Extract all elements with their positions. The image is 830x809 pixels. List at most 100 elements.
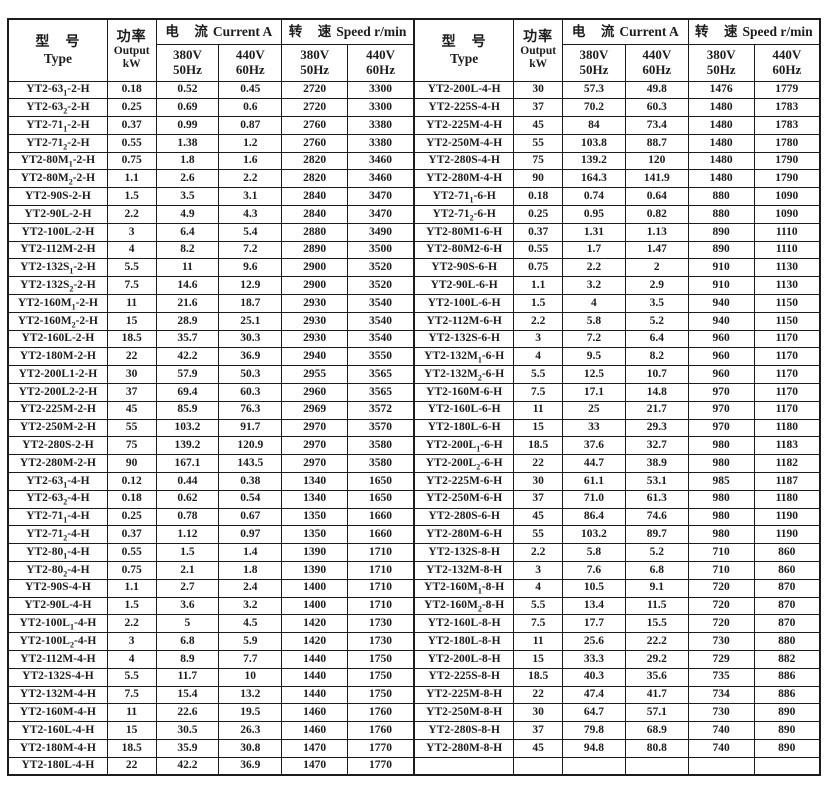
type-cell: YT2-631-2-H <box>7 80 108 100</box>
speed-380v-cell: 740 <box>687 721 755 740</box>
speed-440v-cell: 1779 <box>753 80 821 100</box>
speed-380v-cell: 1470 <box>281 756 349 776</box>
current-440v-cell: 11.5 <box>624 596 689 616</box>
table-header: 型 号 Type 功率 Output kW 电 流 Current A 转 速 Sp… <box>7 18 414 82</box>
table-header: 型 号 Type 功率 Output kW 电 流 Current A 转 速 Sp… <box>413 18 821 82</box>
output-kw-cell: 15 <box>513 418 563 438</box>
spec-row: YT2-200L2-2-H 37 69.4 60.3 2960 3565 <box>7 383 414 402</box>
type-cell: YT2-711-2-H <box>7 116 108 135</box>
output-kw-cell: 4 <box>513 347 563 367</box>
speed-440v-cell: 3520 <box>347 258 414 278</box>
current-440v-cell: 120.9 <box>218 436 283 456</box>
speed-440v-cell: 3470 <box>347 187 414 207</box>
speed-380v-cell: 1400 <box>281 596 349 616</box>
current-440v-cell: 2.9 <box>624 276 689 296</box>
output-kw-cell: 3 <box>513 329 563 349</box>
current-380v-cell: 3.5 <box>155 187 220 207</box>
spec-row: YT2-90L-4-H 1.5 3.6 3.2 1400 1710 <box>7 596 414 616</box>
output-kw-cell: 5.5 <box>513 596 563 616</box>
current-label-zh: 电 流 <box>571 24 616 40</box>
speed-440v-cell: 3380 <box>347 133 414 153</box>
type-cell: YT2-225M-6-H <box>413 472 515 491</box>
output-kw-cell: 0.37 <box>513 222 563 242</box>
speed-440v-cell: 1783 <box>753 116 821 135</box>
speed-440v-cell: 1182 <box>753 454 821 474</box>
current-440v-cell: 0.87 <box>218 116 283 135</box>
speed-380v-cell: 720 <box>687 596 755 616</box>
type-cell: YT2-100L-6-H <box>413 294 515 313</box>
spec-row: YT2-250M-6-H 37 71.0 61.3 980 1180 <box>413 489 821 509</box>
speed-440v-cell: 3550 <box>347 347 414 367</box>
spec-row: YT2-280S-2-H 75 139.2 120.9 2970 3580 <box>7 436 414 456</box>
speed-380v-cell: 985 <box>687 472 755 491</box>
output-kw-cell: 3 <box>106 222 157 242</box>
spec-row: YT2-90L-2-H 2.2 4.9 4.3 2840 3470 <box>7 205 414 224</box>
type-column-header: 型 号 Type <box>413 18 515 82</box>
output-kw-cell: 22 <box>106 756 157 776</box>
speed-440v-cell: 1730 <box>347 632 414 651</box>
spec-row: YT2-180L-6-H 15 33 29.3 970 1180 <box>413 418 821 438</box>
spec-row: YT2-250M-4-H 55 103.8 88.7 1480 1780 <box>413 133 821 153</box>
output-kw-cell: 5.5 <box>106 667 157 687</box>
current-440v-cell: 73.4 <box>624 116 689 135</box>
type-cell: YT2-160L-6-H <box>413 400 515 420</box>
speed-380v-cell: 1470 <box>281 738 349 758</box>
freq-50-label: 50Hz <box>706 61 736 77</box>
output-kw-cell: 45 <box>513 738 563 758</box>
current-380v-cell: 8.9 <box>155 650 220 669</box>
type-cell: YT2-200L1-6-H <box>413 436 515 456</box>
current-440v-cell: 9.1 <box>624 578 689 598</box>
type-cell: YT2-90L-4-H <box>7 596 108 616</box>
type-cell: YT2-280M-2-H <box>7 454 108 474</box>
speed-380v-cell: 1390 <box>281 543 349 563</box>
output-kw-cell: 18.5 <box>513 667 563 687</box>
current-380v-cell: 5 <box>155 614 220 634</box>
speed-440v-cell: 1750 <box>347 667 414 687</box>
power-unit-label: kW <box>529 58 548 71</box>
type-cell: YT2-180L-4-H <box>7 756 108 776</box>
type-cell: YT2-280M-8-H <box>413 738 515 758</box>
current-380v-cell: 0.62 <box>155 489 220 509</box>
motor-table-right: 型 号 Type 功率 Output kW 电 流 Current A 转 速 Sp… <box>413 18 821 777</box>
current-440v-cell: 3.1 <box>218 187 283 207</box>
current-440v-cell: 5.9 <box>218 632 283 651</box>
current-440v-cell: 25.1 <box>218 311 283 331</box>
current-440v-cell: 61.3 <box>624 489 689 509</box>
type-cell: YT2-280M-4-H <box>413 169 515 189</box>
current-380v-cell: 13.4 <box>562 596 626 616</box>
type-cell: YT2-132S2-2-H <box>7 276 108 296</box>
spec-row: YT2-200L-8-H 15 33.3 29.2 729 882 <box>413 650 821 669</box>
speed-440v-cell: 3460 <box>347 151 414 171</box>
speed-380v-cell: 729 <box>687 650 755 669</box>
spec-row: YT2-225S-4-H 37 70.2 60.3 1480 1783 <box>413 98 821 118</box>
output-kw-cell: 90 <box>106 454 157 474</box>
current-380v-cell: 139.2 <box>562 151 626 171</box>
current-380v-cell: 61.1 <box>562 472 626 491</box>
speed-380v-cell: 970 <box>687 383 755 402</box>
output-kw-cell: 0.25 <box>513 205 563 224</box>
output-kw-cell: 1.1 <box>106 578 157 598</box>
current-440v-cell: 7.7 <box>218 650 283 669</box>
current-380v-cell: 1.38 <box>155 133 220 153</box>
spec-row: YT2-280M-6-H 55 103.2 89.7 980 1190 <box>413 525 821 545</box>
spec-row: YT2-100L-2-H 3 6.4 5.4 2880 3490 <box>7 222 414 242</box>
spec-row: YT2-90S-2-H 1.5 3.5 3.1 2840 3470 <box>7 187 414 207</box>
speed-380v-cell: 2969 <box>281 400 349 420</box>
type-cell: YT2-250M-2-H <box>7 418 108 438</box>
current-440v-cell: 29.3 <box>624 418 689 438</box>
current-380v-cell: 79.8 <box>562 721 626 740</box>
type-cell: YT2-712-4-H <box>7 525 108 545</box>
output-kw-cell: 18.5 <box>106 738 157 758</box>
current-380v-cell: 7.6 <box>562 561 626 580</box>
current-label-en: Current A <box>619 24 679 40</box>
current-380v-cell: 28.9 <box>155 311 220 331</box>
speed-380v-cell: 2720 <box>281 80 349 100</box>
type-cell: YT2-90S-2-H <box>7 187 108 207</box>
spec-row: YT2-90S-4-H 1.1 2.7 2.4 1400 1710 <box>7 578 414 598</box>
freq-60-label: 60Hz <box>772 61 802 77</box>
current-380v-cell: 1.31 <box>562 222 626 242</box>
output-kw-cell: 7.5 <box>513 383 563 402</box>
speed-380v-cell: 2880 <box>281 222 349 242</box>
spec-row: YT2-225M-2-H 45 85.9 76.3 2969 3572 <box>7 400 414 420</box>
spec-row: YT2-632-4-H 0.18 0.62 0.54 1340 1650 <box>7 489 414 509</box>
